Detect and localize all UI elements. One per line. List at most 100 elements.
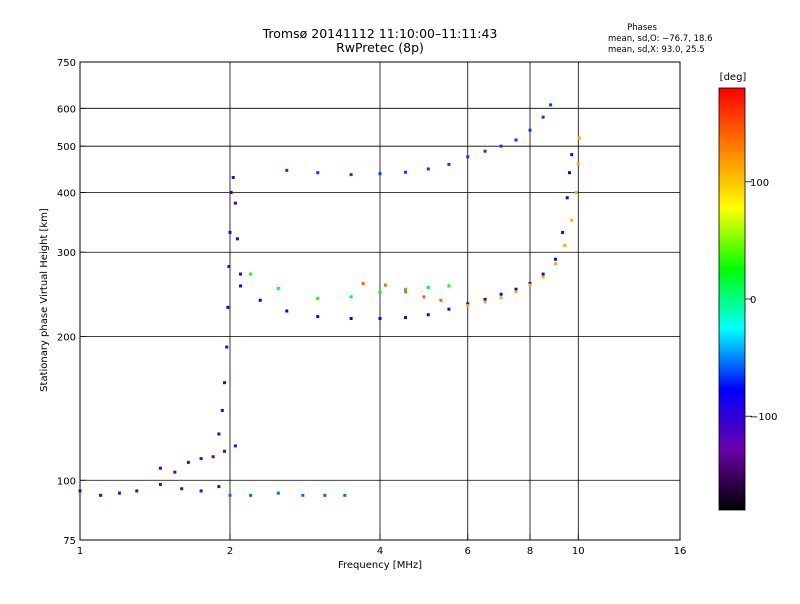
data-point xyxy=(301,493,305,497)
x-tick-label: 2 xyxy=(227,546,233,557)
colorbar: [deg] 100 0 −100 xyxy=(718,72,777,511)
data-point xyxy=(565,196,569,200)
y-tick-label: 750 xyxy=(57,58,76,69)
data-point xyxy=(383,283,387,287)
colorbar-label: [deg] xyxy=(720,72,747,83)
data-point xyxy=(422,295,426,299)
data-point xyxy=(426,286,430,290)
data-point xyxy=(135,489,139,493)
data-point xyxy=(563,243,567,247)
data-point xyxy=(228,493,232,497)
data-point xyxy=(323,493,327,497)
colorbar-scale xyxy=(718,87,746,511)
data-point xyxy=(78,489,82,493)
data-point xyxy=(276,286,280,290)
data-point xyxy=(466,302,470,306)
y-tick-label: 75 xyxy=(63,536,76,547)
data-point xyxy=(173,470,177,474)
data-point xyxy=(199,489,203,493)
data-point xyxy=(239,272,243,276)
data-point xyxy=(541,115,545,119)
phase-stats: Phases mean, sd,O: −76.7, 18.6 mean, sd,… xyxy=(608,23,713,55)
data-point xyxy=(349,173,353,177)
data-point xyxy=(316,171,320,175)
data-point xyxy=(227,265,231,269)
data-point xyxy=(378,172,382,176)
data-point xyxy=(466,304,470,308)
data-point xyxy=(225,345,229,349)
data-point xyxy=(567,171,571,175)
data-point xyxy=(226,305,230,309)
data-point xyxy=(117,491,121,495)
data-point xyxy=(217,485,221,489)
data-point xyxy=(228,230,232,234)
colorbar-tick-label: 0 xyxy=(750,295,756,306)
data-point xyxy=(229,190,233,194)
x-tick-label: 6 xyxy=(465,546,471,557)
data-point xyxy=(553,262,557,266)
x-tick-label: 16 xyxy=(674,546,687,557)
data-point xyxy=(561,230,565,234)
data-point xyxy=(217,432,221,436)
data-point xyxy=(316,297,320,301)
data-point xyxy=(574,190,578,194)
scatter-points xyxy=(78,103,581,497)
data-point xyxy=(231,175,235,179)
data-point xyxy=(223,381,227,385)
x-axis-label: Frequency [MHz] xyxy=(338,560,422,571)
data-point xyxy=(576,161,580,165)
y-axis: 75 100 200 300 400 500 600 750 xyxy=(57,58,86,547)
data-point xyxy=(378,316,382,320)
data-point xyxy=(285,168,289,172)
data-point xyxy=(528,283,532,287)
colorbar-tick-label: 100 xyxy=(750,178,769,189)
chart-subtitle: RwPretec (8p) xyxy=(336,40,424,55)
data-point xyxy=(186,460,190,464)
data-point xyxy=(447,162,451,166)
data-point xyxy=(285,309,289,313)
y-tick-label: 200 xyxy=(57,332,76,343)
data-point xyxy=(211,455,215,459)
data-point xyxy=(403,287,407,291)
data-point xyxy=(349,295,353,299)
data-point xyxy=(439,298,443,302)
data-point xyxy=(249,272,253,276)
y-axis-label: Stationary phase Virtual Height [km] xyxy=(39,208,50,392)
data-point xyxy=(199,457,203,461)
data-point xyxy=(541,272,545,276)
data-point xyxy=(514,138,518,142)
data-point xyxy=(158,466,162,470)
data-point xyxy=(276,491,280,495)
data-point xyxy=(258,298,262,302)
data-point xyxy=(577,136,581,140)
data-point xyxy=(499,296,503,300)
title-block: Tromsø 20141112 11:10:00–11:11:43 RwPret… xyxy=(262,26,498,55)
data-point xyxy=(233,444,237,448)
data-point xyxy=(514,287,518,291)
data-point xyxy=(499,292,503,296)
x-tick-label: 10 xyxy=(572,546,585,557)
data-point xyxy=(233,201,237,205)
data-point xyxy=(158,482,162,486)
phase-stats-title: Phases xyxy=(627,23,657,33)
data-point xyxy=(528,128,532,132)
data-point xyxy=(483,297,487,301)
data-point xyxy=(549,103,553,107)
data-point xyxy=(249,493,253,497)
data-point xyxy=(514,290,518,294)
y-tick-label: 500 xyxy=(57,142,76,153)
data-point xyxy=(426,167,430,171)
data-point xyxy=(541,275,545,279)
phase-stats-x-mode: mean, sd,X: 93.0, 25.5 xyxy=(608,45,705,55)
chart-title: Tromsø 20141112 11:10:00–11:11:43 xyxy=(262,26,498,41)
data-point xyxy=(426,313,430,317)
phase-stats-o-mode: mean, sd,O: −76.7, 18.6 xyxy=(608,34,713,44)
data-point xyxy=(239,284,243,288)
data-point xyxy=(343,493,347,497)
grid xyxy=(80,62,680,540)
x-tick-label: 1 xyxy=(77,546,83,557)
data-point xyxy=(483,149,487,153)
y-tick-label: 400 xyxy=(57,188,76,199)
x-tick-label: 8 xyxy=(527,546,533,557)
